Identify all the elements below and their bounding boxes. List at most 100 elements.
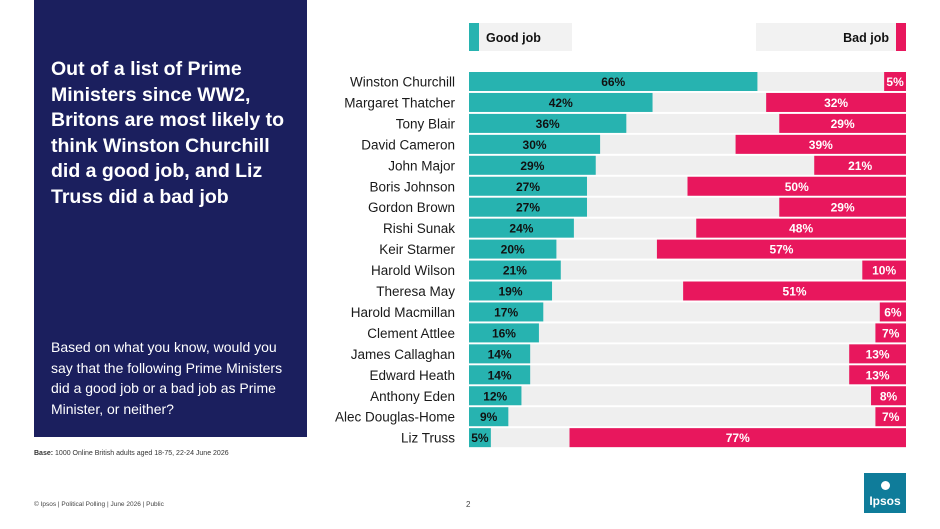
bad-value-label-4: 21%: [848, 159, 872, 173]
bar-good-8: [469, 239, 557, 259]
category-label-7: Rishi Sunak: [383, 221, 455, 236]
base-text: 1000 Online British adults aged 18-75, 2…: [55, 450, 229, 457]
bar-good-12: [469, 323, 539, 343]
bar-bad-12: [875, 323, 906, 343]
good-value-label-0: 66%: [601, 75, 625, 89]
bar-good-0: [469, 72, 758, 91]
legend-bad-label: Bad job: [843, 31, 889, 45]
good-value-label-10: 19%: [498, 285, 522, 299]
bar-bad-11: [879, 302, 906, 322]
good-value-label-7: 24%: [509, 222, 533, 236]
bad-value-label-5: 50%: [785, 180, 809, 194]
bar-bad-10: [683, 281, 906, 301]
bad-value-label-14: 13%: [866, 368, 890, 382]
bar-neither-9: [469, 260, 906, 280]
legend-good-label: Good job: [486, 31, 541, 45]
category-label-11: Harold Macmillan: [351, 305, 455, 320]
bad-value-label-10: 51%: [783, 285, 807, 299]
bad-value-label-12: 7%: [882, 326, 900, 340]
bar-neither-15: [469, 386, 906, 406]
category-label-6: Gordon Brown: [368, 200, 455, 215]
category-label-17: Liz Truss: [401, 431, 455, 446]
category-label-16: Alec Douglas-Home: [335, 410, 455, 425]
bad-value-label-0: 5%: [886, 75, 904, 89]
good-value-label-17: 5%: [471, 431, 489, 445]
category-label-9: Harold Wilson: [371, 263, 455, 278]
category-label-12: Clement Attlee: [367, 326, 455, 341]
good-value-label-9: 21%: [503, 264, 527, 278]
bar-good-3: [469, 134, 601, 154]
bar-good-7: [469, 218, 574, 238]
legend-bad-swatch: [896, 23, 906, 51]
category-label-15: Anthony Eden: [370, 389, 455, 404]
bad-value-label-11: 6%: [884, 305, 902, 319]
bad-value-label-3: 39%: [809, 138, 833, 152]
category-label-2: Tony Blair: [396, 116, 456, 131]
bar-bad-16: [875, 407, 906, 427]
category-label-13: James Callaghan: [351, 347, 455, 362]
category-label-4: John Major: [388, 158, 455, 173]
bar-bad-2: [779, 113, 906, 133]
bar-good-16: [469, 407, 509, 427]
bar-bad-13: [849, 344, 906, 364]
bar-good-17: [469, 428, 491, 448]
bar-bad-17: [569, 428, 906, 448]
bar-bad-3: [735, 134, 906, 154]
good-value-label-1: 42%: [549, 96, 573, 110]
good-value-label-12: 16%: [492, 326, 516, 340]
bad-value-label-9: 10%: [872, 264, 896, 278]
bar-good-2: [469, 113, 627, 133]
good-value-label-6: 27%: [516, 201, 540, 215]
bad-value-label-6: 29%: [831, 201, 855, 215]
good-value-label-13: 14%: [488, 347, 512, 361]
title-panel: Out of a list of Prime Ministers since W…: [34, 0, 307, 437]
logo-dot-icon: [881, 481, 890, 490]
page-number: 2: [466, 500, 471, 509]
good-value-label-4: 29%: [520, 159, 544, 173]
logo-text: Ipsos: [869, 494, 901, 508]
bar-bad-7: [696, 218, 906, 238]
bar-bad-1: [766, 92, 906, 112]
question-text: Based on what you know, would you say th…: [51, 339, 283, 417]
bar-bad-14: [849, 365, 906, 385]
bar-neither-13: [469, 344, 906, 364]
bar-bad-6: [779, 197, 906, 217]
base-note: Base: 1000 Online British adults aged 18…: [34, 450, 229, 457]
bar-bad-4: [814, 155, 906, 175]
category-label-14: Edward Heath: [369, 368, 455, 383]
bar-neither-12: [469, 323, 906, 343]
bar-good-15: [469, 386, 522, 406]
bar-good-14: [469, 365, 531, 385]
good-value-label-11: 17%: [494, 305, 518, 319]
bar-bad-5: [687, 176, 906, 196]
bad-value-label-13: 13%: [866, 347, 890, 361]
bar-bad-0: [884, 72, 906, 91]
bar-bad-8: [656, 239, 906, 259]
headline: Out of a list of Prime Ministers since W…: [51, 58, 284, 208]
bad-value-label-2: 29%: [831, 117, 855, 131]
bar-neither-16: [469, 407, 906, 427]
good-value-label-15: 12%: [483, 389, 507, 403]
bad-value-label-1: 32%: [824, 96, 848, 110]
bad-value-label-8: 57%: [769, 243, 793, 257]
bar-neither-14: [469, 365, 906, 385]
good-value-label-16: 9%: [480, 410, 498, 424]
good-value-label-5: 27%: [516, 180, 540, 194]
bar-good-9: [469, 260, 561, 280]
legend-good-swatch: [469, 23, 479, 51]
good-value-label-8: 20%: [501, 243, 525, 257]
base-label: Base:: [34, 450, 54, 457]
legend-bad-bg: [756, 23, 906, 51]
good-value-label-14: 14%: [488, 368, 512, 382]
bad-value-label-16: 7%: [882, 410, 900, 424]
category-label-1: Margaret Thatcher: [344, 95, 455, 110]
bar-good-6: [469, 197, 587, 217]
footer-text: © Ipsos | Political Polling | June 2026 …: [34, 501, 164, 508]
category-label-3: David Cameron: [361, 137, 455, 152]
bad-value-label-17: 77%: [726, 431, 750, 445]
category-label-5: Boris Johnson: [369, 179, 455, 194]
ipsos-logo: Ipsos: [864, 473, 906, 513]
bar-good-4: [469, 155, 596, 175]
category-label-0: Winston Churchill: [350, 75, 455, 90]
